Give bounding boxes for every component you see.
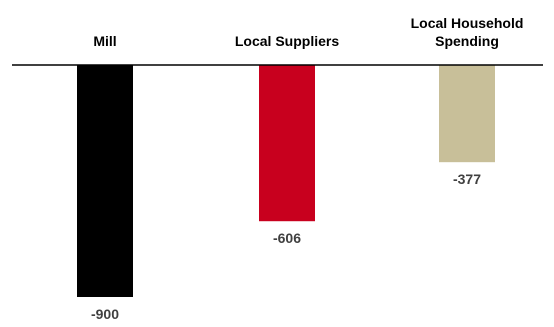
bar-2 <box>439 65 495 163</box>
category-label-2: Local Household Spending <box>411 15 524 49</box>
category-label-0-line-0: Mill <box>93 33 116 49</box>
bars-layer <box>77 65 495 297</box>
value-label-0: -900 <box>91 306 119 322</box>
category-label-1: Local Suppliers <box>235 33 339 49</box>
category-label-1-line-0: Local Suppliers <box>235 33 339 49</box>
value-labels: -900 -606 -377 <box>91 171 481 322</box>
category-labels: Mill Local Suppliers Local Household Spendi… <box>93 15 523 49</box>
category-label-2-line-0: Local Household <box>411 15 524 31</box>
bar-0 <box>77 65 133 297</box>
value-label-1: -606 <box>273 230 301 246</box>
category-label-0: Mill <box>93 33 116 49</box>
bar-1 <box>259 65 315 222</box>
value-label-2: -377 <box>453 171 481 187</box>
category-label-2-line-1: Spending <box>435 33 499 49</box>
